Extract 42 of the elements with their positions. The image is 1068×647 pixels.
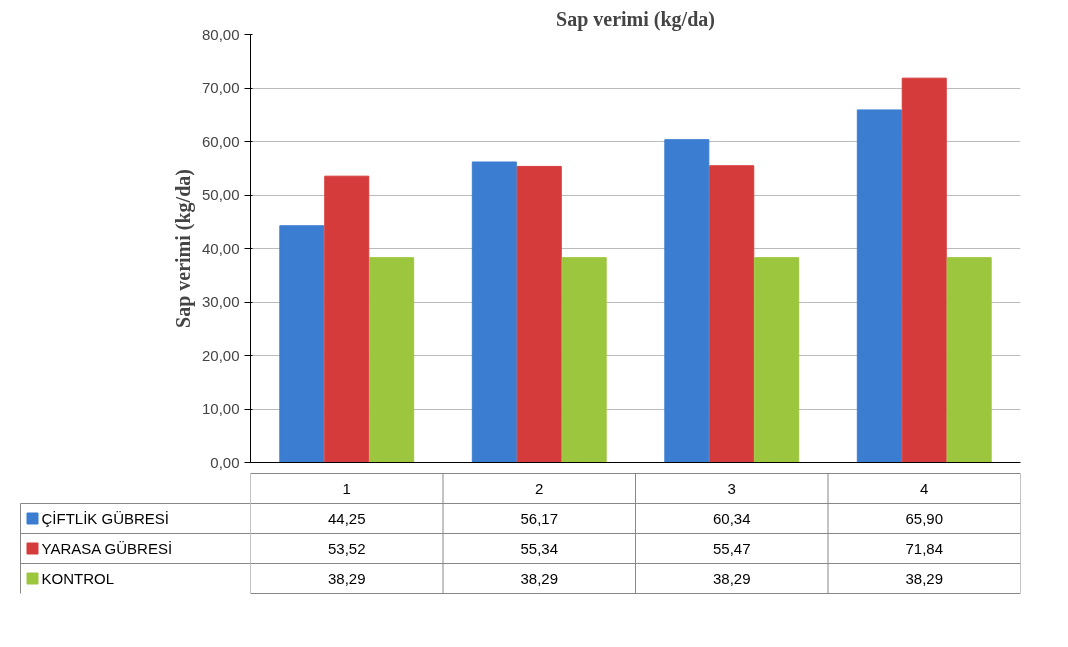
- legend-label: ÇİFTLİK GÜBRESİ: [41, 510, 170, 527]
- bar: [856, 109, 902, 463]
- y-tick-label: 80,00: [201, 25, 240, 43]
- y-tick-label: 20,00: [201, 346, 240, 364]
- bar: [561, 257, 607, 463]
- y-tick-label: 50,00: [201, 186, 240, 203]
- bar: [516, 165, 562, 463]
- y-tick-label: 0,00: [210, 453, 240, 471]
- bar: [901, 77, 947, 463]
- data-label: 55,34: [520, 539, 559, 557]
- bar: [754, 257, 800, 463]
- data-label: 56,17: [520, 509, 559, 527]
- y-axis-title: Sap verimi (kg/da): [171, 169, 195, 328]
- bar: [324, 175, 370, 463]
- y-tick-label: 10,00: [201, 400, 240, 417]
- bar: [709, 165, 755, 463]
- x-tick-label: 1: [342, 479, 351, 497]
- bar: [471, 161, 517, 463]
- data-label: 55,47: [712, 539, 751, 557]
- bar: [369, 257, 415, 463]
- legend-label: YARASA GÜBRESİ: [41, 540, 173, 557]
- data-label: 38,29: [327, 569, 366, 587]
- data-label: 71,84: [905, 539, 944, 557]
- x-tick-label: 4: [920, 479, 929, 497]
- x-tick-label: 3: [727, 479, 736, 497]
- data-label: 53,52: [327, 539, 366, 557]
- data-label: 38,29: [712, 569, 751, 587]
- data-label: 65,90: [905, 509, 944, 527]
- bar: [664, 139, 710, 463]
- bar: [946, 257, 992, 463]
- data-label: 44,25: [327, 509, 366, 527]
- y-tick-label: 30,00: [201, 293, 240, 310]
- legend-label: KONTROL: [41, 570, 115, 587]
- y-tick-label: 70,00: [201, 79, 240, 96]
- y-tick-label: 40,00: [201, 239, 240, 257]
- bar: [279, 225, 325, 463]
- data-label: 60,34: [712, 509, 751, 527]
- chart-title: Sap verimi (kg/da): [556, 7, 715, 31]
- data-label: 38,29: [905, 569, 944, 587]
- data-label: 38,29: [520, 569, 559, 587]
- y-tick-label: 60,00: [201, 132, 240, 150]
- x-tick-label: 2: [535, 479, 544, 497]
